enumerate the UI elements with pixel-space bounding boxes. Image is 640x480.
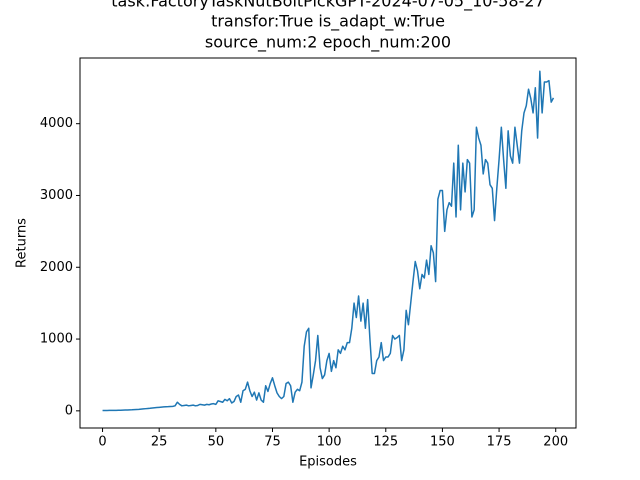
x-tick-label: 0 — [98, 435, 106, 450]
x-axis-label: Episodes — [299, 455, 357, 470]
line — [102, 70, 555, 412]
x-tick-label: 125 — [373, 435, 398, 450]
chart-title: transfor:True is_adapt_w:True — [211, 12, 445, 32]
chart-title: source_num:2 epoch_num:200 — [205, 33, 451, 53]
y-axis-label: Returns — [15, 218, 30, 268]
y-tick-label: 1000 — [40, 332, 73, 347]
chart-title: task:FactoryTaskNutBoltPickGPT-2024-07-0… — [111, 0, 544, 12]
x-tick-label: 100 — [317, 435, 342, 450]
x-tick-label: 50 — [208, 435, 225, 450]
x-tick-label: 75 — [264, 435, 281, 450]
y-tick-label: 3000 — [40, 188, 73, 203]
y-tick-label: 4000 — [40, 116, 73, 131]
plot-frame — [79, 57, 577, 429]
x-tick-label: 175 — [487, 435, 512, 450]
x-tick-label: 200 — [543, 435, 568, 450]
y-tick-label: 2000 — [40, 260, 73, 275]
y-tick-label: 0 — [65, 403, 73, 418]
x-tick-label: 25 — [151, 435, 168, 450]
x-tick-label: 150 — [430, 435, 455, 450]
